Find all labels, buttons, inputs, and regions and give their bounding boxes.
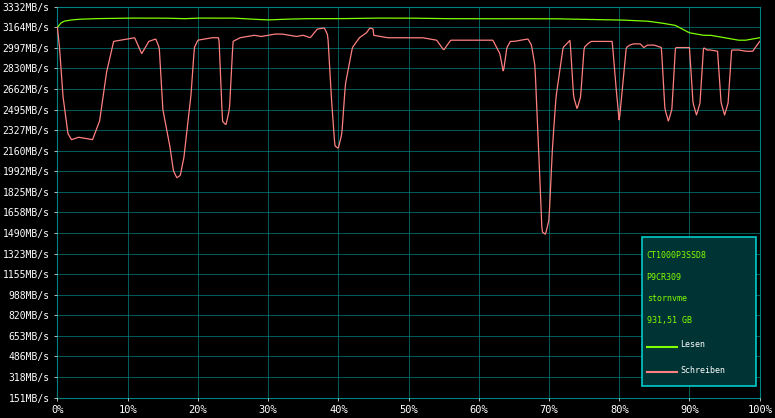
Text: 931,51 GB: 931,51 GB <box>646 316 691 324</box>
Text: stornvme: stornvme <box>646 294 687 303</box>
Text: P9CR309: P9CR309 <box>646 273 682 282</box>
Text: Lesen: Lesen <box>680 340 705 349</box>
Bar <box>642 237 756 386</box>
Text: CT1000P3SSD8: CT1000P3SSD8 <box>646 251 707 260</box>
Text: Schreiben: Schreiben <box>680 366 725 375</box>
